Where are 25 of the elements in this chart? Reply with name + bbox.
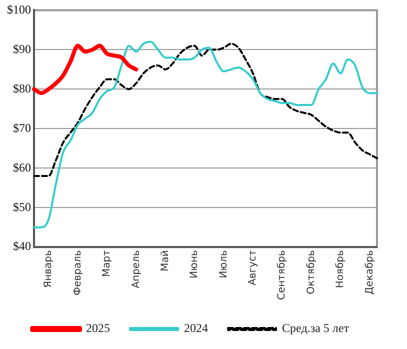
- x-tick-label: Февраль: [72, 250, 84, 296]
- x-tick-label: Сентябрь: [276, 250, 288, 300]
- x-tick-label: Апрель: [130, 250, 142, 288]
- x-tick-label: Октябрь: [306, 250, 317, 294]
- y-tick-label: $80: [13, 81, 31, 96]
- x-tick-label: Август: [248, 250, 259, 286]
- y-tick-label: $60: [13, 160, 31, 174]
- y-tick-label: $90: [13, 42, 31, 56]
- x-tick-label: Июнь: [189, 250, 200, 278]
- line-series: [33, 42, 378, 178]
- line-series: [32, 44, 138, 96]
- y-tick-label: $70: [13, 120, 31, 135]
- y-tick-label: $40: [13, 239, 31, 254]
- x-tick-label: Январь: [43, 250, 54, 288]
- legend-label: 2024: [184, 321, 208, 336]
- legend-label: 2025: [86, 321, 110, 336]
- x-tick-label: Март: [102, 250, 113, 278]
- line-series: [33, 40, 378, 228]
- x-tick-label: Июль: [218, 250, 230, 278]
- y-tick-label: $50: [13, 200, 31, 214]
- y-tick-label: $100: [7, 2, 31, 16]
- x-tick-label: Ноябрь: [335, 250, 346, 288]
- x-tick-label: Декабрь: [364, 250, 376, 295]
- legend-label: Сред.за 5 лет: [282, 321, 350, 336]
- x-tick-label: Май: [160, 250, 171, 272]
